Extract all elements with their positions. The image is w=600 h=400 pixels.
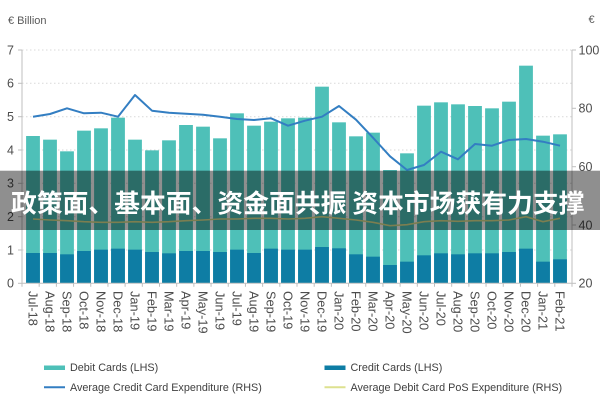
- svg-text:Average Credit Card Expenditur: Average Credit Card Expenditure (RHS): [70, 382, 262, 394]
- svg-text:Jun-19: Jun-19: [213, 291, 228, 330]
- svg-text:Credit Cards (LHS): Credit Cards (LHS): [351, 362, 443, 374]
- svg-text:Mar-19: Mar-19: [162, 291, 177, 332]
- svg-text:Jul-20: Jul-20: [434, 291, 449, 326]
- svg-text:Oct-18: Oct-18: [77, 291, 92, 329]
- svg-text:3: 3: [7, 177, 14, 191]
- svg-text:Sep-18: Sep-18: [60, 291, 75, 332]
- svg-text:Feb-19: Feb-19: [145, 291, 160, 332]
- svg-text:2: 2: [7, 210, 14, 224]
- svg-text:5: 5: [7, 110, 14, 124]
- svg-text:Dec-18: Dec-18: [111, 291, 126, 332]
- svg-text:Average Debit Card PoS Expendi: Average Debit Card PoS Expenditure (RHS): [351, 382, 563, 394]
- svg-text:Sep-20: Sep-20: [468, 291, 483, 332]
- svg-text:Mar-20: Mar-20: [366, 291, 381, 332]
- svg-text:6: 6: [7, 77, 14, 91]
- svg-text:40: 40: [579, 218, 593, 232]
- svg-text:Jan-20: Jan-20: [332, 291, 347, 330]
- svg-text:€: €: [589, 14, 595, 26]
- svg-text:Dec-20: Dec-20: [519, 291, 534, 332]
- svg-text:Nov-18: Nov-18: [94, 291, 109, 332]
- svg-text:Apr-19: Apr-19: [179, 291, 194, 329]
- svg-text:Sep-19: Sep-19: [264, 291, 279, 332]
- svg-text:1: 1: [7, 243, 14, 257]
- svg-text:Aug-19: Aug-19: [247, 291, 262, 332]
- svg-text:Jan-21: Jan-21: [536, 291, 551, 330]
- svg-text:May-19: May-19: [196, 291, 211, 334]
- svg-text:0: 0: [7, 277, 14, 291]
- svg-text:Nov-19: Nov-19: [298, 291, 313, 332]
- svg-text:20: 20: [579, 277, 593, 291]
- svg-text:Jul-19: Jul-19: [230, 291, 245, 326]
- svg-text:Aug-18: Aug-18: [43, 291, 58, 332]
- svg-text:Apr-20: Apr-20: [383, 291, 398, 329]
- svg-text:May-20: May-20: [400, 291, 415, 334]
- svg-text:100: 100: [579, 43, 600, 57]
- svg-text:Debit Cards (LHS): Debit Cards (LHS): [70, 362, 158, 374]
- svg-text:Nov-20: Nov-20: [502, 291, 517, 332]
- svg-text:60: 60: [579, 160, 593, 174]
- svg-text:Feb-21: Feb-21: [553, 291, 568, 332]
- svg-text:4: 4: [7, 143, 14, 157]
- svg-text:Oct-20: Oct-20: [485, 291, 500, 329]
- svg-text:Aug-20: Aug-20: [451, 291, 466, 332]
- svg-text:Oct-19: Oct-19: [281, 291, 296, 329]
- svg-text:€ Billion: € Billion: [8, 15, 47, 27]
- svg-text:Jul-18: Jul-18: [26, 291, 41, 326]
- svg-text:7: 7: [7, 43, 14, 57]
- svg-text:Feb-20: Feb-20: [349, 291, 364, 332]
- svg-text:Jan-19: Jan-19: [128, 291, 143, 330]
- svg-text:80: 80: [579, 102, 593, 116]
- svg-text:Dec-19: Dec-19: [315, 291, 330, 332]
- svg-text:Jun-20: Jun-20: [417, 291, 432, 330]
